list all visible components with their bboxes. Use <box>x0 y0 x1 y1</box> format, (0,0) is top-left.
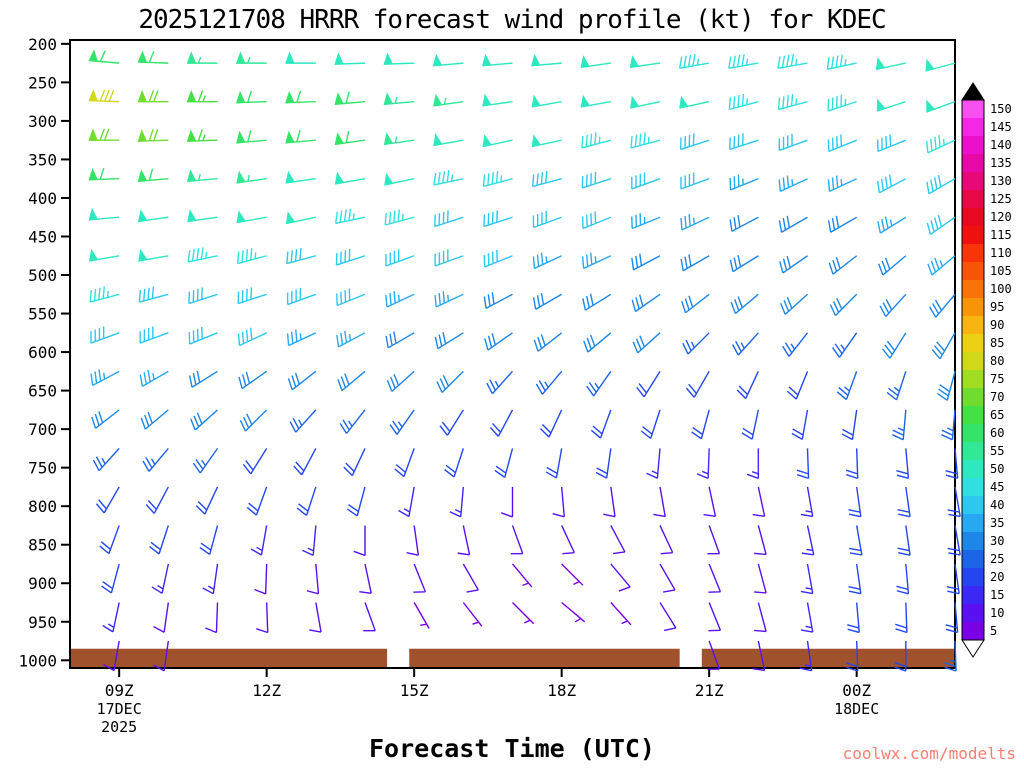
svg-text:450: 450 <box>28 227 57 246</box>
colorbar-under-arrow <box>961 639 985 658</box>
svg-text:50: 50 <box>990 462 1004 476</box>
svg-text:850: 850 <box>28 536 57 555</box>
svg-text:300: 300 <box>28 112 57 131</box>
svg-text:700: 700 <box>28 420 57 439</box>
svg-text:125: 125 <box>990 192 1012 206</box>
svg-text:650: 650 <box>28 382 57 401</box>
svg-text:25: 25 <box>990 552 1004 566</box>
svg-text:55: 55 <box>990 444 1004 458</box>
svg-text:350: 350 <box>28 150 57 169</box>
svg-text:21Z: 21Z <box>695 681 724 700</box>
svg-text:900: 900 <box>28 574 57 593</box>
svg-text:1000: 1000 <box>18 651 57 670</box>
svg-text:09Z: 09Z <box>105 681 134 700</box>
svg-text:15Z: 15Z <box>400 681 429 700</box>
svg-text:250: 250 <box>28 73 57 92</box>
svg-text:120: 120 <box>990 210 1012 224</box>
watermark-credit: coolwx.com/modelts <box>842 744 1016 763</box>
svg-text:65: 65 <box>990 408 1004 422</box>
svg-text:550: 550 <box>28 305 57 324</box>
svg-text:500: 500 <box>28 266 57 285</box>
svg-text:00Z: 00Z <box>842 681 871 700</box>
svg-text:60: 60 <box>990 426 1004 440</box>
svg-text:12Z: 12Z <box>252 681 281 700</box>
colorbar-over-arrow <box>961 82 985 101</box>
svg-text:200: 200 <box>28 35 57 54</box>
svg-text:70: 70 <box>990 390 1004 404</box>
svg-text:100: 100 <box>990 282 1012 296</box>
svg-text:95: 95 <box>990 300 1004 314</box>
svg-text:600: 600 <box>28 343 57 362</box>
svg-text:140: 140 <box>990 138 1012 152</box>
colorbar: 1501451401351301251201151101051009590858… <box>961 82 1012 658</box>
svg-text:18DEC: 18DEC <box>834 700 879 718</box>
svg-text:17DEC: 17DEC <box>97 700 142 718</box>
svg-text:85: 85 <box>990 336 1004 350</box>
svg-text:5: 5 <box>990 624 997 638</box>
svg-text:18Z: 18Z <box>547 681 576 700</box>
svg-text:15: 15 <box>990 588 1004 602</box>
svg-text:130: 130 <box>990 174 1012 188</box>
wind-barbs <box>88 49 961 672</box>
svg-text:75: 75 <box>990 372 1004 386</box>
svg-text:45: 45 <box>990 480 1004 494</box>
svg-text:800: 800 <box>28 497 57 516</box>
svg-text:105: 105 <box>990 264 1012 278</box>
svg-text:150: 150 <box>990 102 1012 116</box>
svg-text:10: 10 <box>990 606 1004 620</box>
svg-text:2025: 2025 <box>101 718 137 736</box>
svg-text:80: 80 <box>990 354 1004 368</box>
svg-text:110: 110 <box>990 246 1012 260</box>
svg-text:950: 950 <box>28 613 57 632</box>
pressure-axis: 200 250 300 350 400 450 500 550 600 650 700 750 800 8… <box>18 35 70 670</box>
svg-text:750: 750 <box>28 459 57 478</box>
plot-border <box>69 39 956 669</box>
svg-text:35: 35 <box>990 516 1004 530</box>
svg-text:40: 40 <box>990 498 1004 512</box>
x-axis-label: Forecast Time (UTC) <box>369 734 655 763</box>
svg-text:90: 90 <box>990 318 1004 332</box>
svg-text:400: 400 <box>28 189 57 208</box>
chart-title: 2025121708 HRRR forecast wind profile (k… <box>138 5 886 35</box>
svg-text:135: 135 <box>990 156 1012 170</box>
svg-text:115: 115 <box>990 228 1012 242</box>
svg-text:145: 145 <box>990 120 1012 134</box>
ground-bar <box>70 648 955 668</box>
svg-text:20: 20 <box>990 570 1004 584</box>
svg-text:30: 30 <box>990 534 1004 548</box>
